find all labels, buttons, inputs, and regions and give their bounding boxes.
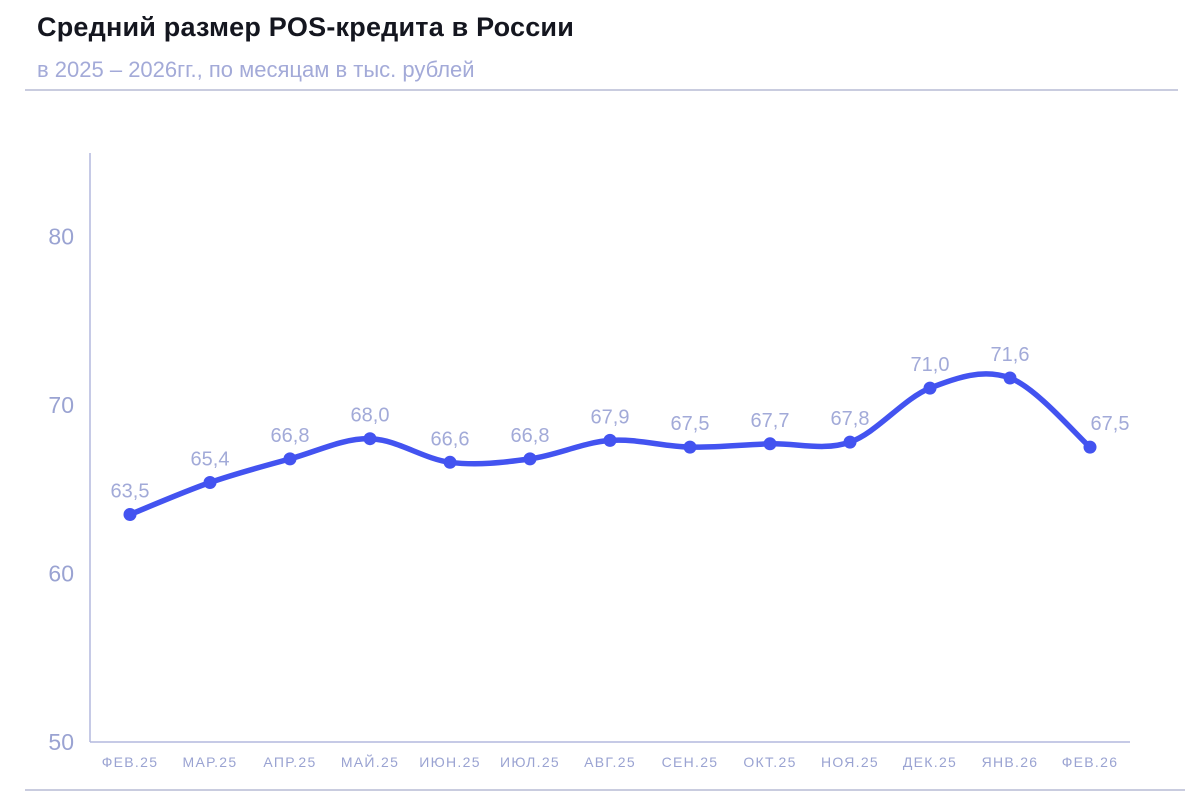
x-tick-label: ДЕК.25: [903, 754, 957, 770]
data-point: [283, 452, 297, 466]
y-tick-label: 50: [48, 729, 74, 755]
bottom-divider: [25, 789, 1185, 791]
x-tick-label: МАЙ.25: [341, 753, 399, 770]
data-point: [1003, 371, 1017, 385]
data-point-label: 68,0: [351, 405, 390, 427]
data-point-label: 67,8: [831, 408, 870, 430]
data-point: [763, 437, 777, 451]
x-tick-label: АВГ.25: [584, 754, 636, 770]
data-point: [363, 432, 377, 446]
chart-subtitle: в 2025 – 2026гг., по месяцам в тыс. рубл…: [37, 57, 475, 82]
data-point: [683, 440, 697, 454]
y-tick-label: 70: [48, 392, 74, 418]
data-point-label: 66,8: [271, 425, 310, 447]
data-point: [1083, 440, 1097, 454]
data-point: [443, 455, 457, 469]
data-point: [923, 381, 937, 395]
data-point: [123, 508, 137, 521]
data-point-label: 67,5: [1091, 413, 1130, 435]
x-tick-label: ОКТ.25: [743, 754, 796, 770]
data-point-label: 71,0: [911, 354, 950, 376]
x-tick-label: ФЕВ.26: [1062, 754, 1119, 770]
top-divider: [25, 89, 1178, 91]
data-point-label: 71,6: [991, 344, 1030, 366]
x-tick-label: ИЮН.25: [419, 754, 481, 770]
data-point-label: 66,8: [511, 425, 550, 447]
x-tick-label: НОЯ.25: [821, 754, 879, 770]
x-tick-label: МАР.25: [183, 754, 238, 770]
x-tick-label: ЯНВ.26: [982, 754, 1039, 770]
data-point: [843, 435, 857, 449]
chart-title: Средний размер POS-кредита в России: [37, 12, 575, 42]
x-tick-label: ФЕВ.25: [102, 754, 159, 770]
data-point-label: 67,5: [671, 413, 710, 435]
data-point-label: 66,6: [431, 428, 470, 450]
data-point: [603, 433, 617, 447]
data-point: [523, 452, 537, 466]
data-point-label: 67,9: [591, 406, 630, 428]
y-tick-label: 80: [48, 224, 74, 250]
data-point-label: 67,7: [751, 410, 790, 432]
x-tick-label: АПР.25: [263, 754, 316, 770]
x-tick-label: ИЮЛ.25: [500, 754, 560, 770]
y-tick-label: 60: [48, 561, 74, 587]
x-tick-label: СЕН.25: [662, 754, 719, 770]
data-point-label: 65,4: [191, 449, 230, 471]
data-point: [203, 476, 217, 489]
data-point-label: 63,5: [111, 481, 150, 503]
